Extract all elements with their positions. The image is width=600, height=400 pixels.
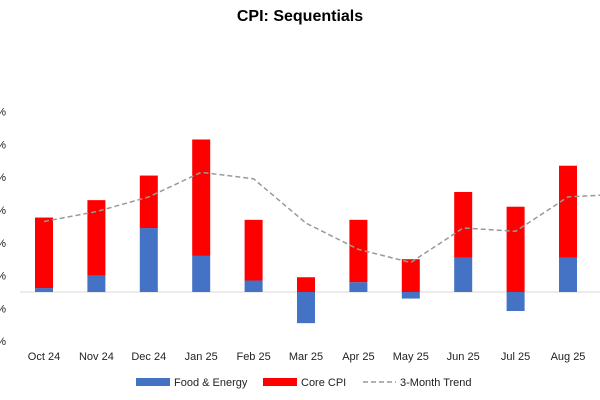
food-energy-bar: [454, 257, 473, 292]
x-tick-label: Nov 24: [79, 351, 114, 363]
food-energy-bar: [139, 228, 158, 292]
core-cpi-bar: [349, 219, 368, 283]
legend-label-trend: 3-Month Trend: [400, 377, 472, 389]
core-cpi-bar: [35, 217, 53, 289]
x-tick-label: Mar 25: [289, 351, 323, 363]
food-energy-bar: [559, 257, 577, 292]
x-tick-label: May 25: [393, 351, 429, 363]
chart-title: CPI: Sequentials: [236, 8, 364, 25]
y-tick-label: %: [0, 238, 6, 250]
x-tick-label: Jul 25: [501, 351, 530, 363]
core-cpi-bar: [401, 259, 420, 292]
food-energy-bar: [35, 288, 53, 292]
legend-swatch-food-energy: [136, 378, 170, 386]
y-tick-label: %: [0, 336, 6, 348]
core-cpi-bar: [454, 191, 473, 258]
y-tick-label: %: [0, 107, 6, 119]
legend-label-food-energy: Food & Energy: [174, 377, 248, 389]
x-tick-label: Dec 24: [131, 351, 166, 363]
food-energy-bar: [244, 280, 263, 292]
x-tick-label: Oct 24: [28, 351, 60, 363]
core-cpi-bar: [192, 139, 211, 256]
food-energy-bar: [401, 292, 420, 299]
x-tick-label: Jun 25: [447, 351, 480, 363]
y-tick-label: %: [0, 139, 6, 151]
x-tick-label: Jan 25: [185, 351, 218, 363]
core-cpi-bar: [506, 206, 525, 292]
legend-swatch-core-cpi: [263, 378, 297, 386]
core-cpi-bar: [297, 277, 315, 292]
food-energy-bar: [297, 292, 315, 324]
food-energy-bar: [87, 275, 106, 292]
trend-line: [43, 171, 600, 264]
legend-label-core-cpi: Core CPI: [301, 377, 346, 389]
core-cpi-bar: [139, 175, 158, 229]
y-tick-label: %: [0, 205, 6, 217]
x-tick-label: Aug 25: [551, 351, 586, 363]
y-tick-label: %: [0, 172, 6, 184]
food-energy-bar: [349, 282, 368, 292]
x-tick-label: Feb 25: [236, 351, 270, 363]
core-cpi-bar: [559, 165, 577, 258]
y-tick-label: %: [0, 271, 6, 283]
food-energy-bar: [506, 292, 525, 312]
x-tick-label: Apr 25: [342, 351, 374, 363]
core-cpi-bar: [87, 200, 106, 276]
food-energy-bar: [192, 255, 211, 292]
core-cpi-bar: [244, 219, 263, 281]
y-tick-label: %: [0, 303, 6, 315]
